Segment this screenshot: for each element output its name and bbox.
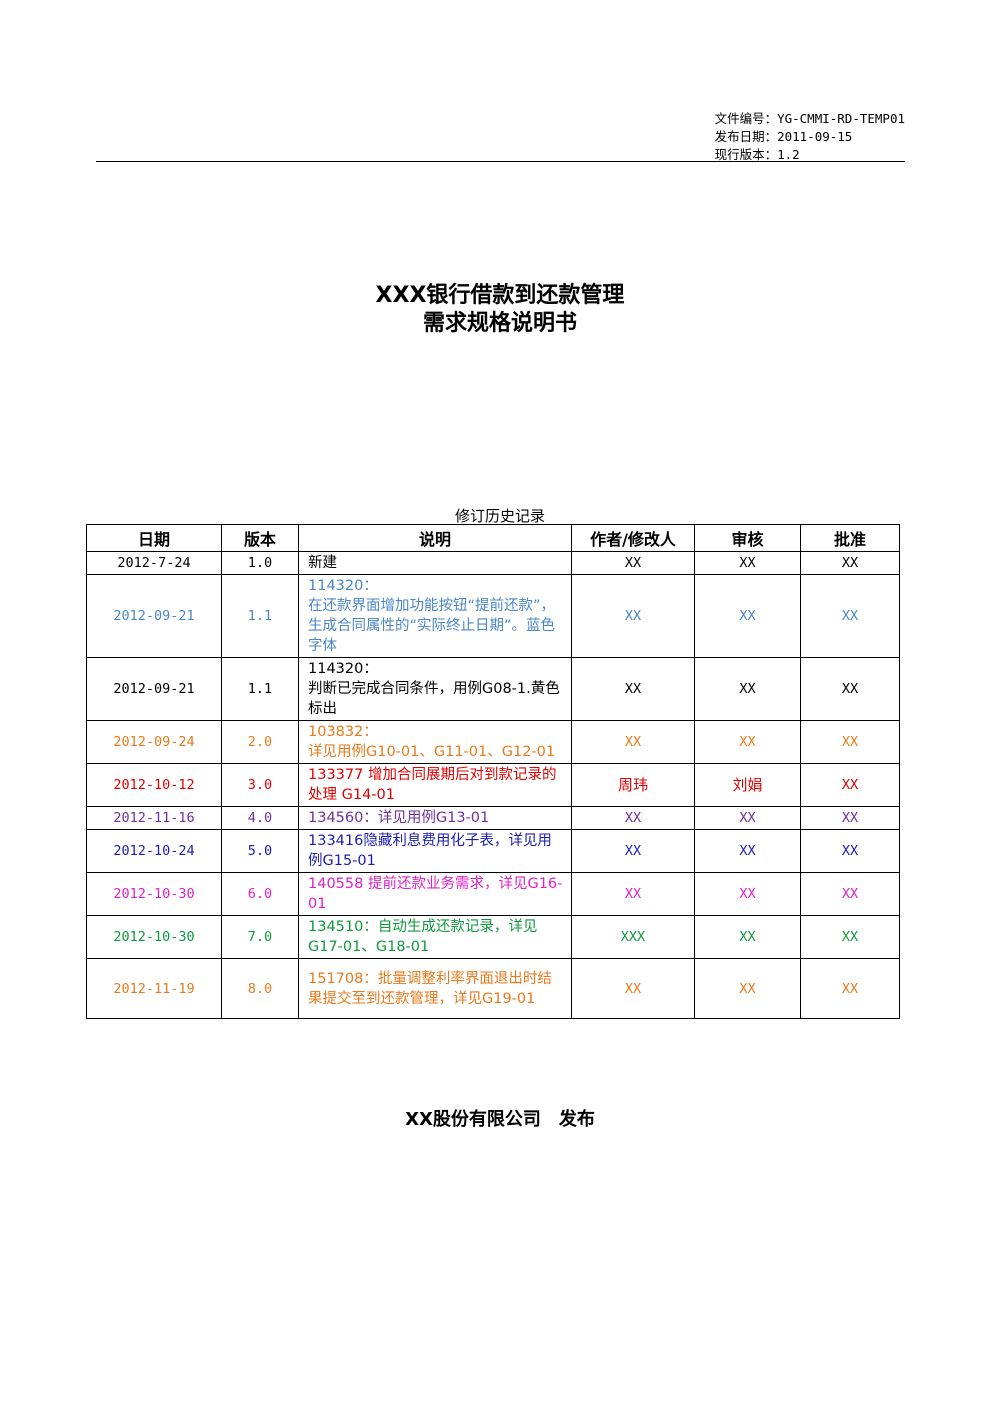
cell-approve: XX — [800, 958, 900, 1019]
header-description: 说明 — [298, 524, 572, 552]
cell-date: 2012-10-24 — [86, 829, 222, 873]
cell-author: XX — [571, 551, 695, 575]
cell-description: 133377 增加合同展期后对到款记录的处理 G14-01 — [298, 763, 572, 807]
cell-date: 2012-09-24 — [86, 720, 222, 764]
cell-approve: XX — [800, 829, 900, 873]
header-approve: 批准 — [800, 524, 900, 552]
cell-version: 8.0 — [221, 958, 299, 1019]
cell-review: XX — [694, 872, 801, 916]
cell-author: XX — [571, 720, 695, 764]
cell-description: 新建 — [298, 551, 572, 575]
publisher-footer: XX股份有限公司 发布 — [405, 1109, 595, 1130]
cell-author: XX — [571, 829, 695, 873]
cell-date: 2012-11-16 — [86, 806, 222, 830]
cell-version: 1.1 — [221, 657, 299, 721]
release-date: 发布日期：2011-09-15 — [714, 129, 853, 144]
cell-description: 114320： 判断已完成合同条件，用例G08-1.黄色标出 — [298, 657, 572, 721]
cell-date: 2012-09-21 — [86, 574, 222, 658]
table-row: 2012-09-21 1.1 114320： 判断已完成合同条件，用例G08-1.黄色… — [86, 657, 900, 721]
cell-approve: XX — [800, 551, 900, 575]
history-caption: 修订历史记录 — [454, 507, 545, 525]
title-line-1: XXX银行借款到还款管理 — [375, 283, 625, 308]
cell-author: XXX — [571, 915, 695, 959]
cell-review: XX — [694, 551, 801, 575]
cell-author: XX — [571, 806, 695, 830]
cell-version: 7.0 — [221, 915, 299, 959]
cell-version: 5.0 — [221, 829, 299, 873]
table-header-row: 日期 版本 说明 作者/修改人 审核 批准 — [86, 524, 900, 552]
table-row: 2012-11-19 8.0 151708：批量调整利率界面退出时结果提交至到还款管… — [86, 958, 900, 1019]
cell-author: XX — [571, 657, 695, 721]
cell-date: 2012-11-19 — [86, 958, 222, 1019]
cell-author: 周玮 — [571, 763, 695, 807]
revision-history-table: 日期 版本 说明 作者/修改人 审核 批准 2012-7-24 1.0 新建 XX XX… — [86, 524, 900, 1019]
header-author: 作者/修改人 — [571, 524, 695, 552]
cell-description: 133416隐藏利息费用化子表，详见用例G15-01 — [298, 829, 572, 873]
cell-approve: XX — [800, 806, 900, 830]
cell-author: XX — [571, 574, 695, 658]
cell-author: XX — [571, 958, 695, 1019]
cell-approve: XX — [800, 720, 900, 764]
cell-review: XX — [694, 806, 801, 830]
cell-description: 114320： 在还款界面增加功能按钮“提前还款”，生成合同属性的“实际终止日期”… — [298, 574, 572, 658]
cell-approve: XX — [800, 872, 900, 916]
cell-version: 1.1 — [221, 574, 299, 658]
cell-review: XX — [694, 657, 801, 721]
cell-version: 2.0 — [221, 720, 299, 764]
table-row: 2012-09-24 2.0 103832： 详见用例G10-01、G11-01、G1… — [86, 720, 900, 764]
cell-review: 刘娟 — [694, 763, 801, 807]
cell-date: 2012-7-24 — [86, 551, 222, 575]
cell-author: XX — [571, 872, 695, 916]
table-row: 2012-11-16 4.0 134560：详见用例G13-01 XX XX XX — [86, 806, 900, 830]
cell-version: 6.0 — [221, 872, 299, 916]
cell-approve: XX — [800, 657, 900, 721]
table-row: 2012-10-12 3.0 133377 增加合同展期后对到款记录的处理 G14-… — [86, 763, 900, 807]
header-version: 版本 — [221, 524, 299, 552]
cell-review: XX — [694, 720, 801, 764]
file-number: 文件编号：YG-CMMI-RD-TEMP01 — [714, 111, 905, 126]
cell-date: 2012-10-30 — [86, 872, 222, 916]
cell-review: XX — [694, 574, 801, 658]
table-row: 2012-10-30 7.0 134510：自动生成还款记录，详见G17-01、G1… — [86, 915, 900, 959]
cell-review: XX — [694, 958, 801, 1019]
header-date: 日期 — [86, 524, 222, 552]
cell-date: 2012-10-12 — [86, 763, 222, 807]
document-meta: 文件编号：YG-CMMI-RD-TEMP01 发布日期：2011-09-15 现… — [715, 110, 905, 164]
cell-description: 103832： 详见用例G10-01、G11-01、G12-01 — [298, 720, 572, 764]
cell-version: 3.0 — [221, 763, 299, 807]
cell-review: XX — [694, 915, 801, 959]
cell-date: 2012-10-30 — [86, 915, 222, 959]
cell-review: XX — [694, 829, 801, 873]
cell-date: 2012-09-21 — [86, 657, 222, 721]
document-title: XXX银行借款到还款管理 需求规格说明书 — [0, 282, 1000, 338]
header-review: 审核 — [694, 524, 801, 552]
table-row: 2012-10-24 5.0 133416隐藏利息费用化子表，详见用例G15-01 X… — [86, 829, 900, 873]
current-version: 现行版本：1.2 — [714, 147, 800, 162]
table-row: 2012-09-21 1.1 114320： 在还款界面增加功能按钮“提前还款”，生成… — [86, 574, 900, 658]
cell-approve: XX — [800, 763, 900, 807]
header-rule — [96, 161, 905, 162]
cell-description: 134510：自动生成还款记录，详见G17-01、G18-01 — [298, 915, 572, 959]
cell-version: 1.0 — [221, 551, 299, 575]
table-row: 2012-7-24 1.0 新建 XX XX XX — [86, 551, 900, 575]
cell-approve: XX — [800, 574, 900, 658]
table-row: 2012-10-30 6.0 140558 提前还款业务需求，详见G16-01 XX X… — [86, 872, 900, 916]
title-line-2: 需求规格说明书 — [422, 311, 577, 336]
cell-version: 4.0 — [221, 806, 299, 830]
cell-description: 151708：批量调整利率界面退出时结果提交至到还款管理，详见G19-01 — [298, 958, 572, 1019]
cell-description: 140558 提前还款业务需求，详见G16-01 — [298, 872, 572, 916]
cell-description: 134560：详见用例G13-01 — [298, 806, 572, 830]
cell-approve: XX — [800, 915, 900, 959]
